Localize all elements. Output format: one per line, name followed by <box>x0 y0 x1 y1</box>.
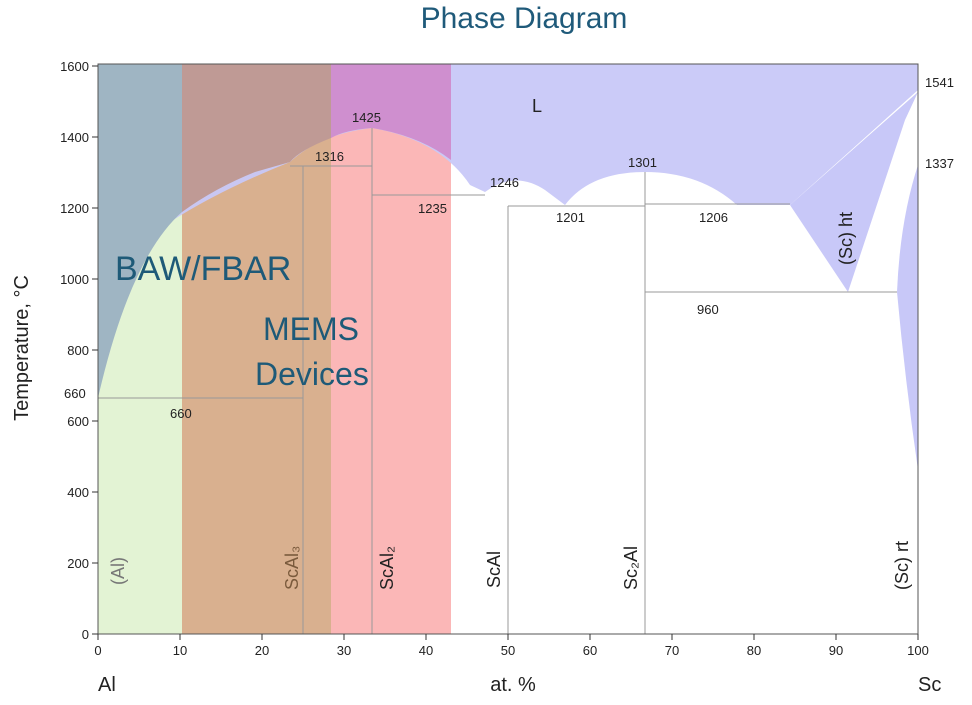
x-axis-label: at. % <box>490 674 536 696</box>
temp-label-1541: 1541 <box>925 75 954 90</box>
x-left-element: Al <box>98 674 116 696</box>
x-right-element: Sc <box>918 674 941 696</box>
phase-label-al: (Al) <box>108 557 128 585</box>
y-tick-label: 400 <box>67 485 89 500</box>
phase-label-scal2: ScAl₂ <box>377 546 397 590</box>
phase-label-scal3: ScAl₃ <box>282 546 302 590</box>
y-tick-label: 1600 <box>60 59 89 74</box>
baw-fbar-label: BAW/FBAR <box>115 250 291 288</box>
temp-label-1206: 1206 <box>699 210 728 225</box>
band-scal2 <box>331 64 451 634</box>
temp-label-1301: 1301 <box>628 155 657 170</box>
x-tick-label: 20 <box>255 643 269 658</box>
x-tick-label: 60 <box>583 643 597 658</box>
y-tick-label: 200 <box>67 556 89 571</box>
mems-devices-label: Devices <box>255 356 369 392</box>
sc-ht-region <box>790 92 918 292</box>
temp-label-1246: 1246 <box>490 175 519 190</box>
temp-label-660-line: 660 <box>170 406 192 421</box>
temp-label-1201: 1201 <box>556 210 585 225</box>
mems-label: MEMS <box>263 311 359 347</box>
x-tick-label: 50 <box>501 643 515 658</box>
phase-label-sc2al: Sc₂Al <box>621 546 641 590</box>
y-axis-ticks <box>92 65 98 635</box>
y-tick-label: 600 <box>67 414 89 429</box>
temp-label-960: 960 <box>697 302 719 317</box>
diagram-title: Phase Diagram <box>421 2 628 35</box>
x-tick-label: 80 <box>747 643 761 658</box>
temp-label-660-axis: 660 <box>64 386 86 401</box>
temp-label-1316: 1316 <box>315 149 344 164</box>
phase-label-sc-ht: (Sc) ht <box>836 212 856 265</box>
x-tick-label: 10 <box>173 643 187 658</box>
y-tick-label: 1400 <box>60 130 89 145</box>
y-tick-label: 800 <box>67 343 89 358</box>
temp-label-1425: 1425 <box>352 110 381 125</box>
band-scal2-top <box>331 64 451 160</box>
band-mems-top <box>182 64 331 212</box>
phase-label-sc-rt: (Sc) rt <box>892 541 912 590</box>
phase-label-liquid: L <box>532 96 542 116</box>
band-baw-top <box>98 64 182 398</box>
y-tick-label: 1200 <box>60 201 89 216</box>
phase-label-scal: ScAl <box>484 551 504 588</box>
x-tick-label: 100 <box>907 643 929 658</box>
x-tick-label: 70 <box>665 643 679 658</box>
x-tick-label: 90 <box>829 643 843 658</box>
x-tick-label: 40 <box>419 643 433 658</box>
x-axis-ticks <box>97 634 919 640</box>
y-tick-label: 0 <box>82 627 89 642</box>
x-tick-label: 0 <box>94 643 101 658</box>
y-axis-label: Temperature, °C <box>11 275 33 421</box>
sc-rt-region <box>897 165 918 470</box>
temp-label-1235: 1235 <box>418 201 447 216</box>
phase-lines <box>98 128 897 634</box>
y-tick-label: 1000 <box>60 272 89 287</box>
x-tick-label: 30 <box>337 643 351 658</box>
temp-label-1337: 1337 <box>925 156 954 171</box>
